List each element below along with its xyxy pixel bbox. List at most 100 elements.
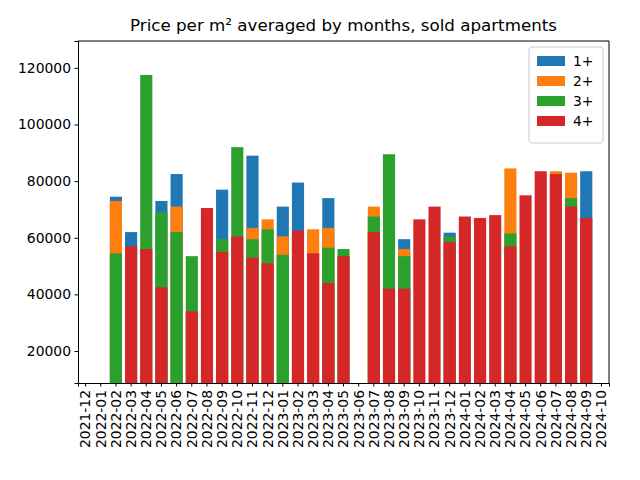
x-tick-mark [313,383,314,387]
y-axis-line [75,42,79,384]
bar [171,232,183,383]
x-tick-label: 2024-03 [487,390,503,448]
x-tick-label: 2024-04 [502,390,518,448]
x-tick-mark [510,383,511,387]
x-tick: 2024-10 [593,383,609,448]
legend-label: 3+ [573,93,593,109]
bar [262,263,274,383]
x-tick: 2024-03 [487,383,503,448]
x-tick: 2022-01 [93,383,109,448]
bar [565,173,577,383]
x-tick: 2022-03 [123,383,139,448]
x-tick-label: 2022-12 [260,390,276,448]
x-tick-mark [206,383,207,387]
x-tick: 2023-07 [366,383,382,448]
bar [262,219,274,383]
bar [550,171,562,383]
x-tick-label: 2023-04 [320,390,336,448]
x-tick-label: 2024-08 [563,390,579,448]
x-tick-label: 2022-06 [168,390,184,448]
bar [246,239,258,383]
x-tick: 2024-09 [578,383,594,448]
bar [277,236,289,383]
bar [277,207,289,383]
x-tick-mark [237,383,238,387]
bar [322,228,334,383]
x-tick-mark [85,383,86,387]
x-tick-label: 2022-05 [153,390,169,448]
bar [292,231,304,383]
x-tick: 2022-07 [184,383,200,448]
bars [110,75,592,383]
x-tick-label: 2024-06 [533,390,549,448]
x-tick-mark [297,383,298,387]
y-tick-mark [75,181,79,182]
legend-label: 4+ [573,113,593,129]
x-tick-mark [571,383,572,387]
chart: 200004000060000800001000001200002021-122… [0,0,640,480]
x-tick-mark [146,383,147,387]
bar [307,253,319,383]
x-tick-mark [449,383,450,387]
bar [231,147,243,383]
bar [155,287,167,383]
x-tick-label: 2023-03 [305,390,321,448]
x-tick-label: 2023-12 [442,390,458,448]
bar [398,249,410,383]
bar [201,208,213,383]
bar [246,156,258,383]
x-tick: 2023-08 [381,383,397,448]
x-tick-mark [540,383,541,387]
bar [125,246,137,383]
bar [383,289,395,383]
bar [140,75,152,383]
bar [444,236,456,383]
bar [186,311,198,383]
x-tick: 2023-05 [335,383,351,448]
bar [565,207,577,383]
y-tick-label: 60000 [27,230,71,246]
bar [277,255,289,383]
x-tick-mark [161,383,162,387]
x-tick: 2024-04 [502,383,518,448]
x-axis: 2021-122022-012022-022022-032022-042022-… [77,383,609,448]
x-tick: 2024-06 [533,383,549,448]
bar [110,253,122,383]
x-tick-mark [131,383,132,387]
x-tick-mark [389,383,390,387]
x-tick: 2022-05 [153,383,169,448]
x-tick-mark [252,383,253,387]
y-tick-label: 100000 [18,116,71,132]
x-tick: 2024-08 [563,383,579,448]
bar [535,171,547,383]
y-axis: 20000400006000080000100000120000 [18,42,79,384]
frame-top [78,41,609,42]
bar [186,256,198,383]
x-tick: 2022-10 [229,383,245,448]
legend: 1+2+3+4+ [529,47,603,143]
bar [322,283,334,383]
y-tick-mark [75,68,79,69]
x-tick: 2023-10 [411,383,427,448]
y-tick: 80000 [27,173,78,189]
x-tick-mark [222,383,223,387]
x-tick-label: 2024-05 [517,390,533,448]
bar [428,207,440,383]
x-tick: 2023-03 [305,383,321,448]
x-tick-label: 2022-07 [184,390,200,448]
x-tick: 2023-06 [351,383,367,448]
bar [292,183,304,383]
bar [459,217,471,383]
x-tick-label: 2022-04 [138,390,154,448]
x-tick: 2022-04 [138,383,154,448]
legend-swatch [537,56,565,66]
bar [383,154,395,383]
bar [489,215,501,383]
y-tick-label: 40000 [27,286,71,302]
bar [216,239,228,383]
legend-swatch [537,96,565,106]
x-tick-mark [464,383,465,387]
x-tick-label: 2023-10 [411,390,427,448]
bar [398,289,410,383]
x-tick: 2022-02 [108,383,124,448]
